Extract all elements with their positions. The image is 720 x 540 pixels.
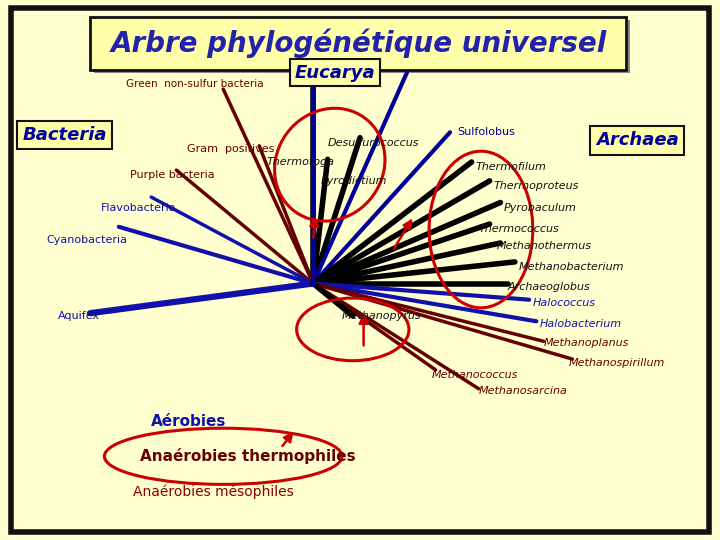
Text: Eucarya: Eucarya [294, 64, 375, 82]
Text: Pyrobaculum: Pyrobaculum [504, 203, 577, 213]
Text: Methanosarcina: Methanosarcina [479, 387, 567, 396]
Text: Halococcus: Halococcus [533, 299, 596, 308]
Text: Bacteria: Bacteria [22, 126, 107, 144]
Text: Aérobies: Aérobies [151, 414, 227, 429]
Text: Methanospirillum: Methanospirillum [569, 358, 665, 368]
Text: Gram  positives: Gram positives [187, 144, 274, 153]
Text: Thermofilum: Thermofilum [475, 163, 546, 172]
Text: Methanoplanus: Methanoplanus [544, 338, 629, 348]
Text: Anaérobies thermophiles: Anaérobies thermophiles [140, 448, 356, 464]
Text: Sulfolobus: Sulfolobus [457, 127, 515, 137]
Text: Methanobacterium: Methanobacterium [518, 262, 624, 272]
Text: Thermococcus: Thermococcus [479, 225, 559, 234]
Text: Green  non-sulfur bacteria: Green non-sulfur bacteria [125, 79, 264, 89]
Text: Arbre phylogénétique universel: Arbre phylogénétique universel [110, 29, 607, 58]
Text: Pyrodictium: Pyrodictium [320, 176, 387, 186]
Text: Aquifex: Aquifex [58, 311, 99, 321]
Text: Methanococcus: Methanococcus [432, 370, 518, 380]
Text: Purple bacteria: Purple bacteria [130, 171, 215, 180]
Text: Cyanobacteria: Cyanobacteria [47, 235, 128, 245]
Text: Archaeoglobus: Archaeoglobus [508, 282, 590, 292]
Text: Flavobacteria: Flavobacteria [101, 203, 176, 213]
Text: Methanothermus: Methanothermus [497, 241, 592, 251]
FancyBboxPatch shape [94, 20, 630, 73]
Text: Thermotoga: Thermotoga [266, 157, 334, 167]
Text: Methanopyrus: Methanopyrus [342, 311, 422, 321]
Text: Desulfurococcus: Desulfurococcus [328, 138, 419, 148]
Text: Anaérobies mésophiles: Anaérobies mésophiles [133, 484, 294, 498]
Text: Halobacterium: Halobacterium [540, 319, 622, 329]
Text: Thermoproteus: Thermoproteus [493, 181, 579, 191]
FancyBboxPatch shape [90, 17, 626, 70]
Text: Archaea: Archaea [596, 131, 678, 150]
